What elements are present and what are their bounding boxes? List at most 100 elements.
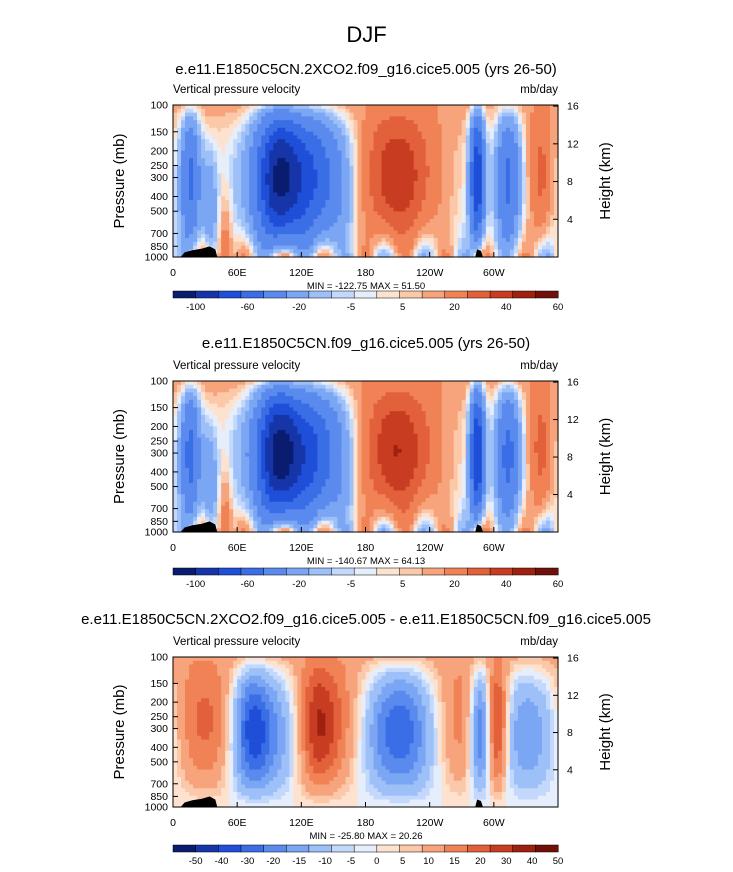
contour-cell [321,188,326,193]
contour-cell [449,407,455,412]
contour-cell [413,139,419,144]
contour-cell [485,192,491,197]
contour-cell [217,207,222,212]
contour-cell [361,124,367,129]
contour-cell [349,192,355,197]
contour-cell [181,381,186,386]
contour-cell [337,384,343,390]
contour-cell [429,207,435,212]
contour-cell [341,143,347,148]
contour-cell [501,211,507,216]
contour-cell [241,392,246,397]
contour-cell [453,146,459,152]
contour-cell [401,230,407,235]
contour-cell [549,241,555,247]
contour-cell [181,245,186,250]
contour-cell [421,200,427,205]
contour-cell [541,150,547,155]
contour-cell [425,226,431,231]
contour-cell [205,238,210,243]
contour-cell [237,135,242,140]
contour-cell [341,162,347,167]
contour-cell [533,207,539,212]
contour-cell [397,200,403,205]
contour-cell [389,105,395,110]
contour-cell [281,127,286,133]
contour-cell [257,226,262,231]
contour-cell [201,192,206,197]
contour-cell [281,238,286,243]
contour-cell [377,150,383,155]
contour-cell [317,396,322,401]
contour-cell [285,384,290,390]
contour-cell [529,196,535,201]
contour-cell [253,253,258,258]
contour-cell [497,158,503,163]
contour-cell [381,403,387,409]
contour-cell [269,192,274,197]
contour-cell [217,188,222,193]
contour-cell [277,143,282,148]
contour-cell [485,203,491,209]
contour-cell [361,234,367,239]
contour-cell [481,158,487,163]
contour-cell [209,200,214,205]
contour-cell [209,181,214,186]
contour-cell [341,124,347,129]
contour-cell [345,219,351,224]
contour-cell [273,207,278,212]
contour-cell [377,245,383,250]
contour-cell [525,188,531,193]
contour-cell [429,392,435,397]
contour-cell [241,181,246,186]
contour-cell [277,215,282,220]
contour-cell [273,131,278,136]
contour-cell [241,146,246,152]
contour-cell [193,131,198,136]
contour-cell [369,131,375,136]
contour-cell [269,116,274,121]
contour-cell [273,112,278,117]
contour-cell [389,215,395,220]
contour-cell [249,381,254,386]
contour-cell [357,139,363,144]
contour-cell [353,222,359,228]
contour-cell [497,116,503,121]
contour-cell [293,207,298,212]
contour-cell [237,211,242,216]
contour-cell [241,253,246,258]
contour-cell [173,112,178,117]
contour-cell [365,226,371,231]
contour-cell [221,396,226,401]
chart-panel-1: e.e11.E1850C5CN.2XCO2.f09_g16.cice5.005 … [111,61,614,313]
contour-cell [357,169,363,174]
contour-cell [553,165,559,171]
contour-cell [213,230,218,235]
contour-cell [505,196,511,201]
contour-cell [297,143,302,148]
contour-cell [253,234,258,239]
contour-cell [449,139,455,144]
contour-cell [233,105,238,110]
contour-cell [273,403,278,409]
contour-cell [441,116,447,121]
contour-cell [469,411,475,416]
contour-cell [333,154,339,159]
contour-cell [365,238,371,243]
contour-cell [473,169,479,174]
contour-cell [441,135,447,140]
contour-cell [429,192,435,197]
contour-cell [221,399,226,405]
contour-cell [245,154,250,159]
contour-cell [421,396,427,401]
contour-cell [525,396,531,401]
contour-cell [501,188,507,193]
contour-cell [441,403,447,409]
contour-cell [309,120,314,125]
contour-cell [517,399,523,405]
contour-cell [441,158,447,163]
contour-cell [177,162,182,167]
contour-cell [285,381,290,386]
contour-cell [361,143,367,148]
contour-cell [305,116,310,121]
